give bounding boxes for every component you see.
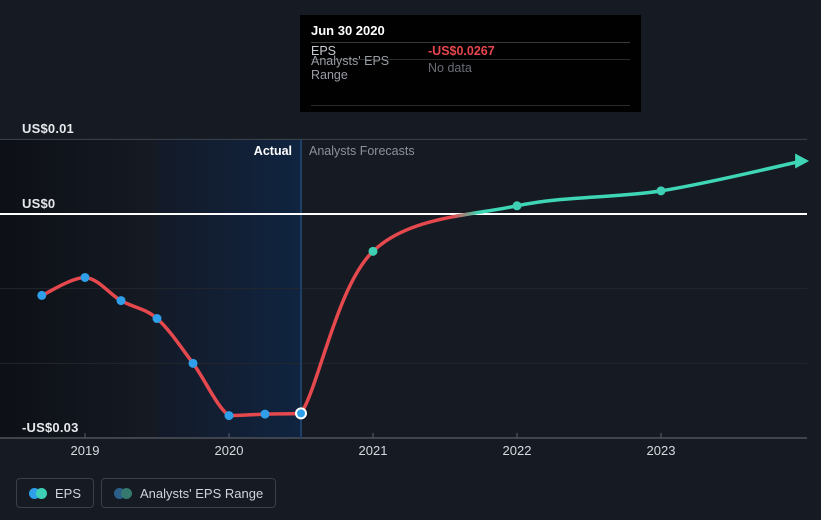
- tooltip-range-label: Analysts' EPS Range: [311, 54, 390, 82]
- tooltip-eps-label: EPS: [311, 44, 337, 58]
- data-point-sep-30-2019[interactable]: [188, 358, 198, 368]
- data-point-mar-31-2020[interactable]: [260, 409, 270, 419]
- eps-series-icon: [29, 487, 47, 499]
- chart-legend: EPS Analysts' EPS Range: [16, 478, 277, 508]
- legend-analysts-eps-range[interactable]: Analysts' EPS Range: [101, 478, 277, 508]
- forecast-end-arrow-icon: [795, 153, 810, 169]
- data-point-dec-31-2020[interactable]: [368, 246, 378, 256]
- range-dot-teal: [121, 487, 133, 499]
- data-point-dec-31-2019[interactable]: [224, 411, 234, 421]
- chart-tooltip: Jun 30 2020 EPS -US$0.0267 Analysts' EPS…: [300, 15, 641, 112]
- tooltip-range-row: Analysts' EPS Range No data: [311, 54, 630, 82]
- range-dot-blue: [114, 487, 126, 499]
- tooltip-date: Jun 30 2020: [311, 23, 630, 43]
- forecast-region-label: Analysts Forecasts: [309, 144, 415, 158]
- eps-line: [40, 159, 804, 418]
- legend-eps-label: EPS: [55, 485, 82, 501]
- tooltip-eps-value: -US$0.0267: [428, 44, 495, 58]
- legend-range-label: Analysts' EPS Range: [140, 485, 264, 501]
- selected-data-point-jun-30-2020[interactable]: [295, 407, 307, 420]
- tooltip-range-value: No data: [428, 61, 472, 75]
- eps-dot-teal: [36, 487, 47, 499]
- data-point-dec-31-2022[interactable]: [656, 186, 666, 196]
- tooltip-divider: [311, 105, 630, 112]
- legend-eps[interactable]: EPS: [16, 478, 95, 508]
- range-series-icon: [114, 487, 133, 499]
- data-point-jun-30-2019[interactable]: [152, 314, 162, 324]
- data-point-dec-31-2021[interactable]: [512, 201, 522, 211]
- actual-region-label: Actual: [253, 144, 292, 158]
- data-point-sep-30-2018[interactable]: [37, 290, 47, 300]
- eps-dot-blue: [29, 487, 40, 499]
- data-point-dec-31-2018[interactable]: [80, 272, 90, 282]
- tooltip-eps-row: EPS -US$0.0267: [311, 43, 630, 60]
- data-point-mar-31-2019[interactable]: [116, 296, 126, 306]
